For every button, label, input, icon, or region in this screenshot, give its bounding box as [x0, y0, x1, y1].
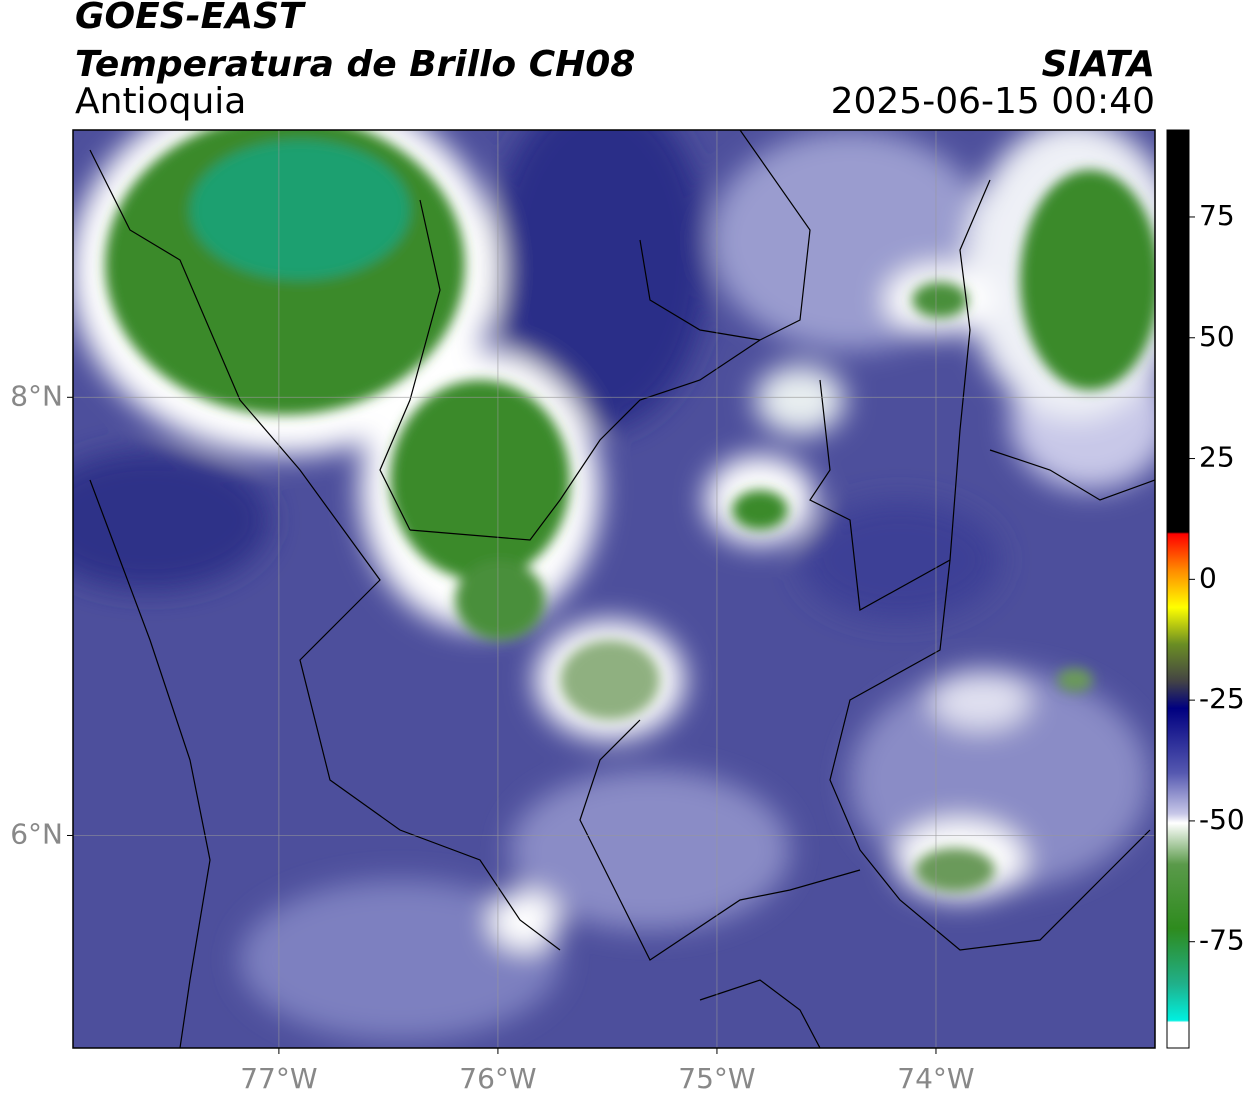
region: Antioquia: [75, 81, 246, 122]
x-tick-label: 74°W: [897, 1062, 974, 1095]
colorbar-tick-label: 75: [1199, 199, 1235, 232]
x-tick-label: 75°W: [678, 1062, 755, 1095]
x-tick-label: 77°W: [240, 1062, 317, 1095]
datetime: 2025-06-15 00:40: [831, 81, 1155, 122]
colorbar-tick-label: -25: [1199, 682, 1245, 715]
title: GOES-EAST: [75, 0, 306, 37]
satellite-image: [73, 130, 1155, 1048]
subtitle: Temperatura de Brillo CH08: [75, 44, 635, 85]
y-tick-label: 6°N: [10, 817, 63, 850]
source: SIATA: [1042, 44, 1155, 85]
colorbar-tick-label: -50: [1199, 803, 1245, 836]
colorbar-tick-label: -75: [1199, 924, 1245, 957]
colorbar-tick-label: 50: [1199, 320, 1235, 353]
x-tick-label: 76°W: [459, 1062, 536, 1095]
colorbar-tick-label: 25: [1199, 441, 1235, 474]
colorbar-tick-label: 0: [1199, 561, 1217, 594]
y-tick-label: 8°N: [10, 379, 63, 412]
colorbar: [1166, 129, 1190, 1049]
map-frame: [72, 129, 1156, 1049]
